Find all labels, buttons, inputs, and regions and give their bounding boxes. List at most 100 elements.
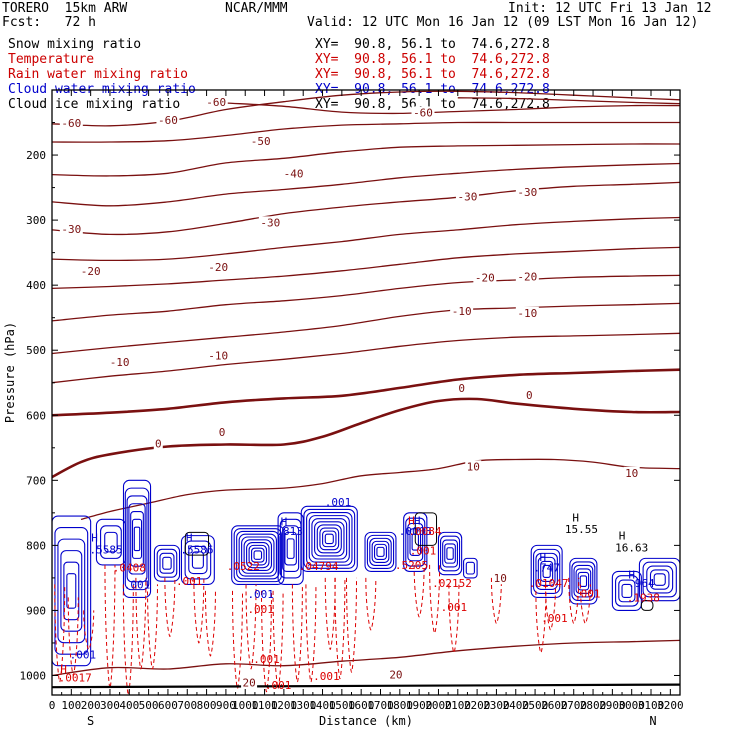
cloud-water-contour: [371, 540, 390, 563]
snow-contour: [414, 512, 438, 546]
isotherm-line: [52, 639, 680, 677]
isotherm-line: [52, 143, 680, 177]
legend-rain-xy: XY= 90.8, 56.1 to 74.6,272.8: [315, 67, 550, 82]
x-tick-label: 1700: [367, 699, 394, 712]
legend-snow-xy: XY= 90.8, 56.1 to 74.6,272.8: [315, 37, 550, 52]
cloud-water-contour: [156, 548, 178, 578]
mixing-ratio-label: .0003: [399, 525, 432, 538]
isotherm-label: -60: [206, 96, 226, 109]
x-tick-label: 2900: [599, 699, 626, 712]
x-tick-label: 1000: [232, 699, 259, 712]
cloud-water-contour: [575, 568, 592, 594]
rain-water-contour: [568, 577, 580, 624]
x-tick-label: 1900: [406, 699, 433, 712]
isotherm-label: 10: [467, 460, 480, 473]
isotherm-line: [52, 162, 680, 207]
cloud-water-contour: [540, 560, 554, 582]
legend-snow-label: Snow mixing ratio: [8, 37, 142, 52]
mixing-ratio-label: .001: [441, 601, 468, 614]
isotherm-label: -20: [81, 265, 101, 278]
isotherm-label: -10: [208, 350, 228, 363]
rain-water-contour: [260, 590, 272, 693]
maximum-marker: H: [281, 515, 288, 528]
rain-water-contour: [535, 590, 547, 654]
rain-water-contour: [104, 564, 116, 689]
cloud-water-contour: [100, 525, 122, 559]
isotherm-line: [52, 216, 680, 262]
rain-water-contour: [305, 584, 317, 683]
rain-water-contour: [122, 584, 134, 695]
x-tick-label: 0: [49, 699, 56, 712]
cloud-water-contour: [231, 525, 285, 585]
cloud-water-contour: [153, 544, 181, 582]
cloud-water-contour: [241, 536, 275, 574]
isotherm-label: -10: [517, 307, 537, 320]
cloud-water-contour: [306, 511, 353, 566]
mixing-ratio-label: .001: [574, 588, 601, 601]
legend-rain-label: Rain water mixing ratio: [8, 67, 189, 82]
cloud-water-contour: [104, 531, 118, 553]
cloud-water-contour: [248, 544, 268, 566]
cloud-water-contour: [530, 544, 563, 598]
y-tick-label: 800: [26, 539, 46, 552]
maximum-marker: H: [408, 515, 415, 528]
cloud-water-contour: [444, 543, 456, 564]
cloud-water-contour: [537, 556, 556, 586]
isotherm-label-bg: [623, 466, 640, 479]
rain-water-contour: [193, 577, 205, 644]
mixing-ratio-label: .0084: [408, 525, 441, 538]
isotherm-label-bg: [465, 460, 482, 473]
mixing-ratio-label: .813: [276, 525, 303, 538]
rain-water-contour: [67, 597, 79, 676]
isotherm-line: [52, 397, 680, 479]
mixing-ratio-label: .001: [247, 603, 274, 616]
isotherm-line: [52, 246, 680, 290]
isotherm-label-bg: [282, 167, 306, 180]
cloud-water-contour: [308, 515, 350, 563]
mixing-ratio-label: .0017: [59, 671, 92, 684]
cloud-water-contour: [66, 573, 77, 609]
mixing-ratio-label: .0408: [113, 561, 146, 574]
isotherm-label: -20: [475, 272, 495, 285]
mixing-ratio-label: .04794: [299, 560, 339, 573]
isotherm-label: -30: [61, 223, 81, 236]
x-tick-label: 2800: [580, 699, 607, 712]
y-tick-label: 500: [26, 344, 46, 357]
mixing-ratio-label: .001: [541, 612, 568, 625]
cloud-water-contour: [569, 557, 598, 605]
rain-water-contour: [204, 590, 216, 657]
cloud-water-contour: [642, 561, 677, 598]
cloud-water-contour: [180, 535, 215, 585]
rain-water-contour: [413, 564, 425, 618]
mixing-ratio-label: .02152: [432, 577, 472, 590]
rain-water-contour: [334, 577, 346, 680]
mixing-ratio-label: .001: [124, 578, 151, 591]
mixing-ratio-label: 16.63: [615, 541, 648, 554]
isotherm-label-bg: [524, 388, 534, 401]
mixing-ratio-label: .5585: [90, 543, 123, 556]
cloud-water-contour: [251, 547, 265, 563]
cloud-water-contour: [60, 550, 83, 632]
cloud-water-contour: [314, 521, 345, 557]
mixing-ratio-label: .001: [325, 496, 352, 509]
maximum-marker: H: [619, 530, 626, 543]
y-tick-label: 1000: [20, 669, 47, 682]
cloud-water-contour: [465, 561, 475, 575]
rain-water: [54, 564, 591, 695]
cloud-water-contour: [319, 527, 340, 551]
rain-water-contour: [448, 584, 460, 654]
rain-water-contour: [54, 584, 66, 683]
isotherm-label: 10: [494, 572, 507, 585]
cloud-water-contour: [246, 542, 270, 569]
cloud-water-contour: [373, 543, 387, 560]
isotherm-label-bg: [59, 222, 83, 235]
cloud-water-contour: [54, 527, 89, 655]
cloud-water-contour: [440, 535, 461, 572]
isotherm-label-bg: [258, 216, 282, 229]
snow-contour: [640, 600, 654, 611]
cloud-water-contour: [437, 531, 463, 576]
isotherm-label-bg: [515, 185, 539, 198]
x-tick-label: 100: [61, 699, 81, 712]
isotherm-label-bg: [59, 116, 83, 129]
